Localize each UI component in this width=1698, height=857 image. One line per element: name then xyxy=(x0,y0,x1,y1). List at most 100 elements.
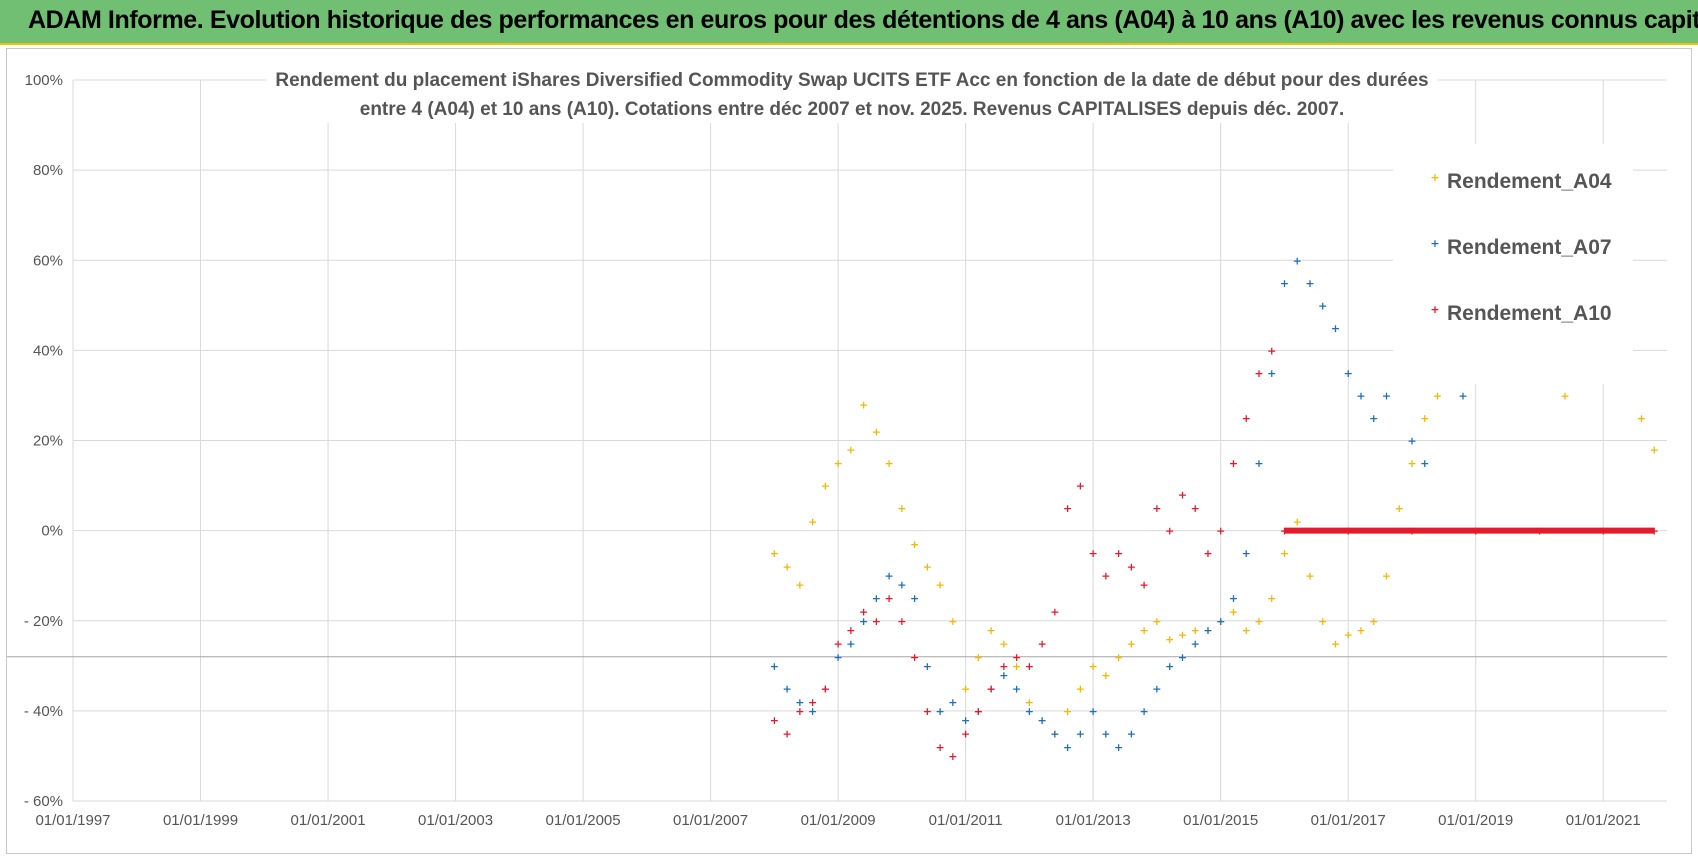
point-rendement-a10: + xyxy=(1165,525,1174,538)
point-rendement-a10: + xyxy=(1267,344,1276,357)
point-rendement-a04: + xyxy=(1560,389,1569,402)
point-rendement-a07: + xyxy=(808,705,817,718)
point-rendement-a04: + xyxy=(872,425,881,438)
point-rendement-a04: + xyxy=(1178,628,1187,641)
point-rendement-a10: + xyxy=(834,637,843,650)
x-tick-label: 01/01/1997 xyxy=(35,812,110,829)
point-rendement-a10: + xyxy=(1203,547,1212,560)
point-rendement-a07: + xyxy=(1127,727,1136,740)
point-rendement-a04: + xyxy=(1637,412,1646,425)
point-rendement-a10: + xyxy=(936,741,945,754)
point-rendement-a10: + xyxy=(948,750,957,763)
point-rendement-a04: + xyxy=(1216,615,1225,628)
point-rendement-a07: + xyxy=(974,705,983,718)
point-rendement-a07: + xyxy=(1216,615,1225,628)
point-rendement-a04: + xyxy=(1356,624,1365,637)
grid-lines xyxy=(7,79,1667,802)
point-rendement-a10: + xyxy=(1063,502,1072,515)
point-rendement-a04: + xyxy=(1114,651,1123,664)
point-rendement-a04: + xyxy=(1203,624,1212,637)
point-rendement-a04: + xyxy=(1140,624,1149,637)
page-title: ADAM Informe. Evolution historique des p… xyxy=(28,6,1698,34)
point-rendement-a10: + xyxy=(821,682,830,695)
point-rendement-a10: + xyxy=(783,727,792,740)
point-rendement-a07: + xyxy=(948,696,957,709)
x-tick-label: 01/01/2021 xyxy=(1566,812,1641,829)
point-rendement-a04: + xyxy=(1318,615,1327,628)
point-rendement-a07: + xyxy=(1025,705,1034,718)
point-rendement-a04: + xyxy=(1076,682,1085,695)
point-rendement-a10: + xyxy=(795,705,804,718)
point-rendement-a10: + xyxy=(1038,637,1047,650)
point-rendement-a10: + xyxy=(1025,660,1034,673)
point-rendement-a04: + xyxy=(1331,637,1340,650)
chart-title-line-2: entre 4 (A04) et 10 ans (A10). Cotations… xyxy=(360,99,1344,120)
point-rendement-a10: + xyxy=(1101,570,1110,583)
point-rendement-a10: + xyxy=(910,651,919,664)
point-rendement-a10: + xyxy=(961,727,970,740)
point-rendement-a04: + xyxy=(1229,606,1238,619)
point-rendement-a07: + xyxy=(859,615,868,628)
legend-marker: + xyxy=(1430,237,1439,250)
point-rendement-a04: + xyxy=(783,561,792,574)
point-rendement-a07: + xyxy=(1420,457,1429,470)
point-rendement-a07: + xyxy=(1203,624,1212,637)
point-rendement-a07: + xyxy=(834,651,843,664)
point-rendement-a10: + xyxy=(859,606,868,619)
point-rendement-a04: + xyxy=(923,561,932,574)
point-rendement-a04: + xyxy=(1127,637,1136,650)
chart-frame: + + + + + + + + + + + + + + + + + + + + + + + + + + + + + + + + + + + + + + + +… xyxy=(6,48,1692,854)
point-rendement-a04: + xyxy=(1089,660,1098,673)
point-rendement-a04: + xyxy=(948,615,957,628)
legend-marker: + xyxy=(1430,171,1439,184)
point-rendement-a07: + xyxy=(821,682,830,695)
point-rendement-a04: + xyxy=(885,457,894,470)
point-rendement-a10: + xyxy=(1114,547,1123,560)
point-rendement-a04: + xyxy=(1012,660,1021,673)
point-rendement-a04: + xyxy=(834,457,843,470)
x-tick-label: 01/01/2011 xyxy=(929,812,1003,829)
header-bar: ADAM Informe. Evolution historique des p… xyxy=(0,0,1698,45)
chart-title: Rendement du placement iShares Diversifi… xyxy=(267,61,1437,123)
x-tick-label: 01/01/2007 xyxy=(673,812,748,829)
point-rendement-a07: + xyxy=(1407,435,1416,448)
point-rendement-a04: + xyxy=(1242,624,1251,637)
y-tick-label: 100% xyxy=(25,72,63,89)
point-rendement-a10: + xyxy=(1050,606,1059,619)
point-rendement-a10: + xyxy=(923,705,932,718)
x-tick-label: 01/01/2003 xyxy=(418,812,493,829)
point-rendement-a04: + xyxy=(1152,615,1161,628)
point-rendement-a07: + xyxy=(1089,705,1098,718)
point-rendement-a04: + xyxy=(808,516,817,529)
point-rendement-a10: + xyxy=(897,615,906,628)
x-tick-label: 01/01/2017 xyxy=(1311,812,1386,829)
point-rendement-a07: + xyxy=(1012,682,1021,695)
point-rendement-a04: + xyxy=(770,547,779,560)
point-rendement-a07: + xyxy=(1280,277,1289,290)
legend-label: Rendement_A07 xyxy=(1447,236,1612,259)
point-rendement-a04: + xyxy=(1293,516,1302,529)
point-rendement-a07: + xyxy=(770,660,779,673)
axis-labels: 100% 80% 60% 40% 20% 0% - 20% - 40% - 60% 01/01/1… xyxy=(24,72,1641,829)
point-rendement-a10: + xyxy=(987,682,996,695)
point-rendement-a07: + xyxy=(1242,547,1251,560)
point-rendement-a04: + xyxy=(795,579,804,592)
point-rendement-a04: + xyxy=(974,651,983,664)
point-rendement-a10: + xyxy=(999,660,1008,673)
point-rendement-a07: + xyxy=(1050,727,1059,740)
point-rendement-a04: + xyxy=(1165,633,1174,646)
point-rendement-a07: + xyxy=(1229,592,1238,605)
point-rendement-a04: + xyxy=(1101,669,1110,682)
point-rendement-a04: + xyxy=(1420,412,1429,425)
point-rendement-a10: + xyxy=(1254,367,1263,380)
scatter-chart: ++++++++++++++++++++++++++++++++ + + ++++++… xyxy=(7,61,1667,829)
point-rendement-a07: + xyxy=(936,705,945,718)
point-rendement-a10: + xyxy=(1076,480,1085,493)
y-tick-label: - 20% xyxy=(24,613,63,630)
point-rendement-a07: + xyxy=(1178,651,1187,664)
point-rendement-a10: + xyxy=(974,705,983,718)
point-rendement-a07: + xyxy=(910,592,919,605)
x-tick-label: 01/01/2005 xyxy=(546,812,621,829)
point-rendement-a07: + xyxy=(987,682,996,695)
point-rendement-a04: + xyxy=(1344,628,1353,641)
